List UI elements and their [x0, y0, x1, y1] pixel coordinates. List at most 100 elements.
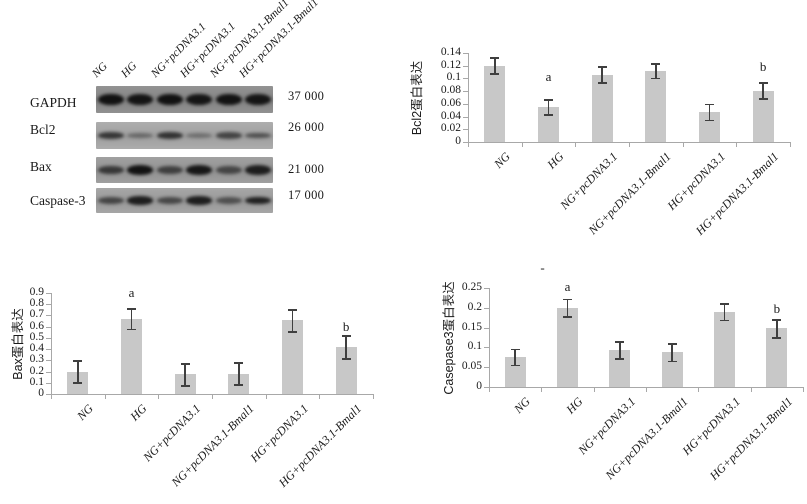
error-bar-cap [490, 57, 500, 59]
blot-band [156, 196, 183, 205]
error-bar-cap [490, 73, 500, 75]
y-tick-label: 0.05 [461, 360, 482, 373]
blot-band [245, 132, 272, 139]
error-bar-cap [772, 319, 782, 321]
error-bar-line [655, 63, 657, 79]
y-tick [463, 103, 468, 105]
y-tick [463, 65, 468, 67]
bar-NG [504, 356, 526, 387]
error-bar-line [291, 309, 294, 332]
y-tick [463, 91, 468, 93]
error-bar-cap [772, 337, 782, 339]
x-tick [212, 395, 213, 399]
y-tick-label: 0.4 [29, 342, 44, 355]
y-tick [484, 307, 489, 309]
x-tick [698, 388, 700, 392]
error-bar-cap [705, 119, 714, 122]
x-tick [521, 143, 523, 147]
error-bar-cap [180, 363, 190, 365]
error-bar-cap [758, 82, 768, 84]
y-tick-label: 0.25 [461, 281, 482, 293]
y-tick-label: 0.9 [29, 286, 44, 298]
significance-label: b [759, 58, 767, 74]
molecular-weight-label: 26 000 [288, 120, 325, 134]
y-tick-label: 0.1 [467, 340, 482, 353]
y-tick [463, 53, 468, 54]
y-tick [46, 293, 51, 294]
error-bar-line [345, 335, 347, 359]
x-tick [104, 395, 106, 399]
y-tick [46, 315, 51, 317]
y-tick-label: 0.14 [440, 46, 461, 58]
x-axis [489, 387, 804, 388]
y-tick-label: 0.2 [29, 364, 44, 377]
y-tick-label: 0.15 [461, 320, 482, 333]
significance-label: - [540, 260, 545, 276]
blot-band [156, 93, 183, 106]
blot-band [97, 93, 124, 106]
error-bar-line [184, 363, 186, 386]
error-bar-cap [615, 341, 625, 343]
error-bar-cap [341, 335, 351, 337]
x-tick [51, 395, 52, 399]
y-tick-label: 0.08 [440, 84, 461, 97]
bar-NG+pcDNA3.1-Bmal1 [661, 352, 683, 387]
error-bar-cap [234, 362, 244, 364]
y-tick [484, 387, 489, 388]
y-tick [46, 304, 51, 306]
bar-NG+pcDNA3.1 [609, 350, 631, 387]
blot-band [127, 132, 154, 139]
bar-HG+pcDNA3.1 [282, 320, 303, 394]
y-tick-label: 0.2 [467, 300, 482, 313]
bar-HG+pcDNA3.1-Bmal1 [766, 328, 788, 387]
y-axis [489, 288, 490, 387]
error-bar-cap [127, 308, 136, 310]
blot-strip-bax [96, 157, 273, 183]
blot-band [245, 196, 272, 205]
y-tick-label: 0.3 [29, 353, 44, 366]
x-tick [646, 388, 647, 392]
error-bar-cap [667, 343, 677, 345]
significance-label: b [773, 300, 781, 316]
x-tick [629, 143, 630, 147]
x-tick [541, 388, 543, 392]
blot-strip-caspase-3 [96, 188, 273, 213]
error-bar-line [547, 99, 550, 115]
error-bar-cap [234, 384, 244, 386]
y-tick-label: 0.5 [29, 330, 44, 343]
error-bar-cap [667, 360, 677, 363]
error-bar-line [776, 319, 778, 338]
bar-HG [538, 107, 559, 142]
y-tick-label: 0.02 [440, 122, 461, 135]
x-axis [51, 394, 374, 395]
molecular-weight-label: 21 000 [288, 162, 325, 176]
bar-NG [484, 65, 506, 142]
blot-band [156, 132, 183, 139]
y-axis [468, 53, 469, 142]
x-tick [736, 143, 738, 147]
error-bar-cap [288, 309, 297, 311]
blot-band [186, 132, 213, 139]
y-tick [46, 371, 51, 373]
y-tick-label: 0 [38, 387, 44, 399]
bar-HG [121, 318, 142, 394]
error-bar-cap [544, 114, 553, 116]
blot-band [245, 93, 272, 106]
x-tick [489, 388, 490, 392]
blot-band [156, 165, 183, 175]
error-bar-cap [73, 382, 83, 384]
molecular-weight-label: 17 000 [288, 188, 325, 202]
y-axis [51, 293, 52, 394]
y-tick [46, 349, 51, 351]
error-bar-cap [705, 103, 714, 106]
blot-band [215, 197, 242, 204]
bar-HG [557, 307, 578, 387]
significance-label: b [342, 318, 350, 334]
y-tick [463, 116, 468, 118]
blot-band [186, 93, 213, 106]
error-bar-cap [73, 360, 83, 362]
y-tick-label: 0.8 [29, 297, 44, 310]
y-tick [46, 382, 51, 384]
error-bar-line [723, 303, 726, 321]
